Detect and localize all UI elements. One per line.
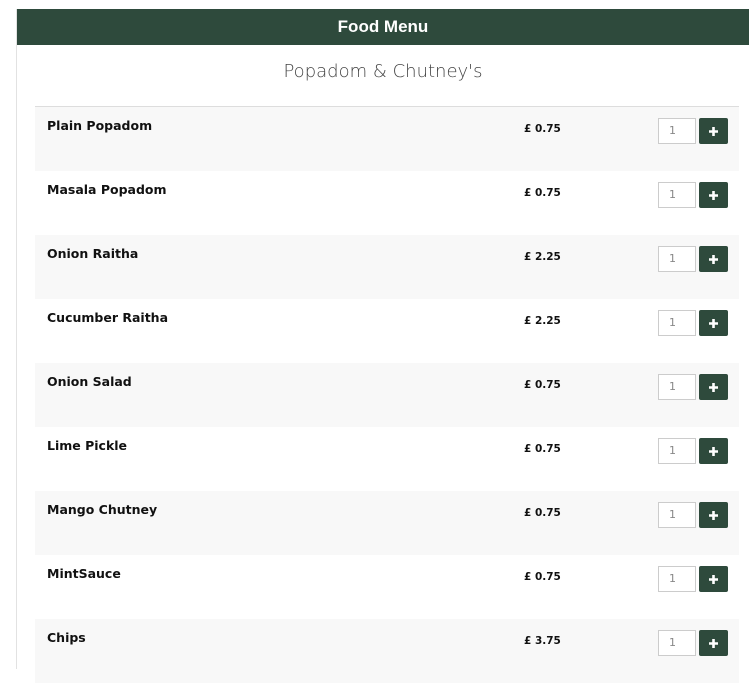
add-button[interactable] — [699, 630, 728, 656]
item-price: £ 0.75 — [524, 443, 561, 455]
menu-item: Plain Popadom £ 0.75 1 — [35, 107, 739, 171]
menu-item: MintSauce £ 0.75 1 — [35, 555, 739, 619]
quantity-input[interactable]: 1 — [658, 310, 696, 336]
item-price: £ 0.75 — [524, 379, 561, 391]
quantity-input[interactable]: 1 — [658, 118, 696, 144]
item-name: Masala Popadom — [47, 182, 167, 197]
item-name: MintSauce — [47, 566, 121, 581]
plus-icon — [709, 575, 718, 584]
item-price: £ 0.75 — [524, 571, 561, 583]
item-price: £ 2.25 — [524, 251, 561, 263]
plus-icon — [709, 255, 718, 264]
item-price: £ 0.75 — [524, 123, 561, 135]
quantity-input[interactable]: 1 — [658, 566, 696, 592]
menu-item: Lime Pickle £ 0.75 1 — [35, 427, 739, 491]
plus-icon — [709, 191, 718, 200]
plus-icon — [709, 447, 718, 456]
plus-icon — [709, 511, 718, 520]
item-name: Plain Popadom — [47, 118, 153, 133]
add-button[interactable] — [699, 118, 728, 144]
add-button[interactable] — [699, 566, 728, 592]
quantity-input[interactable]: 1 — [658, 502, 696, 528]
item-name: Lime Pickle — [47, 438, 128, 453]
plus-icon — [709, 319, 718, 328]
quantity-input[interactable]: 1 — [658, 246, 696, 272]
item-name: Mango Chutney — [47, 502, 158, 517]
add-button[interactable] — [699, 182, 728, 208]
add-button[interactable] — [699, 374, 728, 400]
menu-item: Onion Salad £ 0.75 1 — [35, 363, 739, 427]
add-button[interactable] — [699, 310, 728, 336]
header: Food Menu — [17, 9, 749, 45]
menu-item: Onion Raitha £ 2.25 1 — [35, 235, 739, 299]
menu-item: Cucumber Raitha £ 2.25 1 — [35, 299, 739, 363]
page: Food Menu Popadom & Chutney's Plain Popa… — [16, 9, 749, 669]
menu-item: Mango Chutney £ 0.75 1 — [35, 491, 739, 555]
menu-panel: Food Menu Popadom & Chutney's Plain Popa… — [16, 9, 749, 683]
add-button[interactable] — [699, 502, 728, 528]
item-list: Plain Popadom £ 0.75 1 Masala Popadom £ 0.75… — [35, 107, 739, 683]
item-price: £ 0.75 — [524, 187, 561, 199]
quantity-input[interactable]: 1 — [658, 630, 696, 656]
quantity-input[interactable]: 1 — [658, 438, 696, 464]
menu-item: Chips £ 3.75 1 — [35, 619, 739, 683]
plus-icon — [709, 639, 718, 648]
item-name: Onion Salad — [47, 374, 132, 389]
section-title: Popadom & Chutney's — [283, 61, 483, 82]
plus-icon — [709, 383, 718, 392]
add-button[interactable] — [699, 246, 728, 272]
item-price: £ 3.75 — [524, 635, 561, 647]
menu-item: Masala Popadom £ 0.75 1 — [35, 171, 739, 235]
add-button[interactable] — [699, 438, 728, 464]
item-name: Chips — [47, 630, 86, 645]
item-price: £ 2.25 — [524, 315, 561, 327]
quantity-input[interactable]: 1 — [658, 374, 696, 400]
item-name: Onion Raitha — [47, 246, 139, 261]
plus-icon — [709, 127, 718, 136]
quantity-input[interactable]: 1 — [658, 182, 696, 208]
divider — [35, 106, 739, 107]
item-price: £ 0.75 — [524, 507, 561, 519]
item-name: Cucumber Raitha — [47, 310, 169, 325]
